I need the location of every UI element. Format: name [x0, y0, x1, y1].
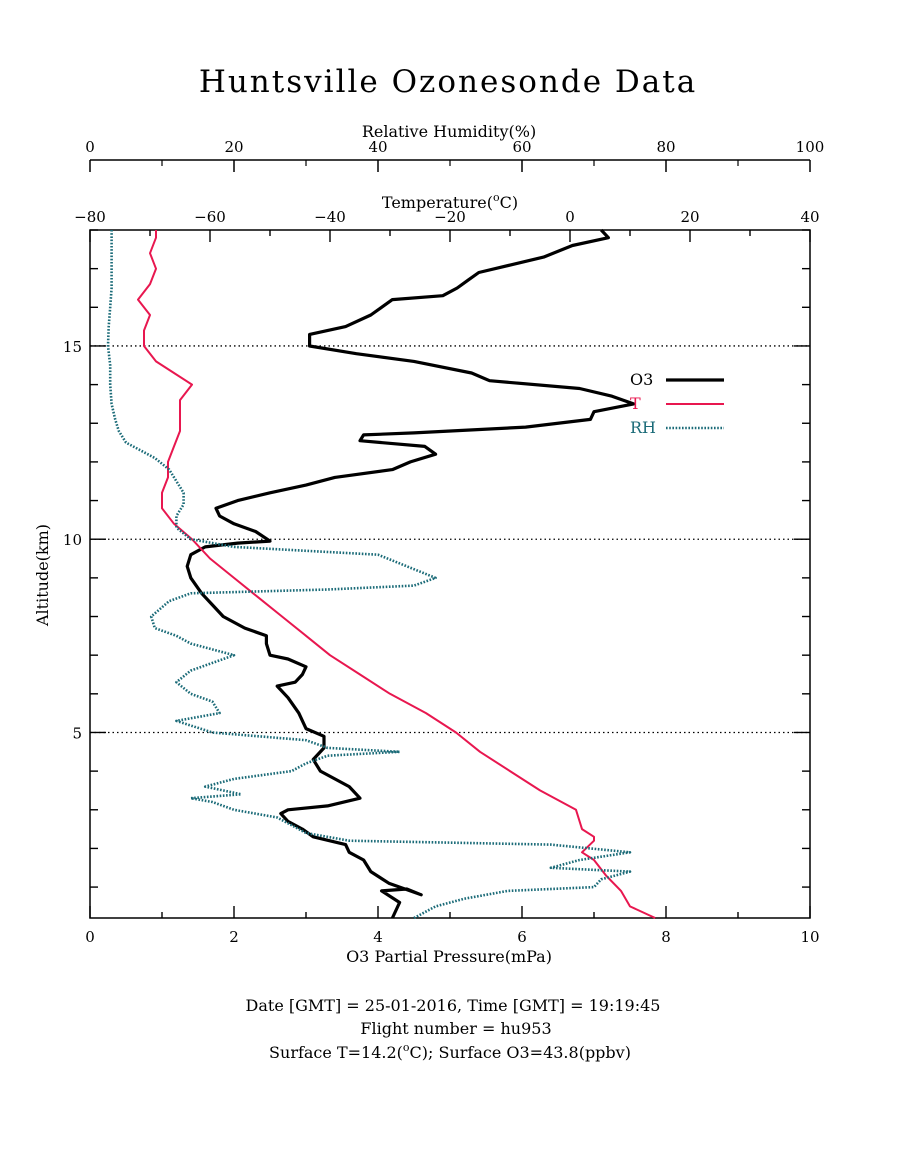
temperature-axis: −80 −60 −40 −20 0 20 40 — [74, 208, 819, 226]
temperature-tick-label: 20 — [680, 208, 699, 226]
footer-surface-values: Surface T=14.2(oC); Surface O3=43.8(ppbv… — [269, 1041, 631, 1062]
temperature-tick-label: −60 — [194, 208, 226, 226]
o3-tick-label: 2 — [229, 928, 239, 946]
legend-label-o3: O3 — [630, 370, 653, 389]
temperature-axis-label: Temperature(oC) — [382, 191, 518, 212]
humidity-tick-label: 40 — [368, 138, 387, 156]
o3-axis-label: O3 Partial Pressure(mPa) — [346, 947, 552, 966]
plot-frame — [89, 229, 811, 919]
altitude-axis-label: Altitude(km) — [33, 524, 52, 627]
legend-label-rh: RH — [630, 418, 656, 437]
footer-surface-suffix: C); Surface O3=43.8(ppbv) — [410, 1043, 631, 1062]
altitude-axis: 5 10 15 — [63, 338, 82, 743]
temperature-axis-label-prefix: Temperature( — [382, 193, 493, 212]
altitude-tick-label: 5 — [72, 724, 82, 742]
altitude-tick-label: 10 — [63, 531, 82, 549]
humidity-tick-label: 100 — [796, 138, 825, 156]
humidity-tick-label: 80 — [656, 138, 675, 156]
footer-surface-degree: o — [403, 1041, 410, 1054]
temperature-tick-label: 40 — [800, 208, 819, 226]
chart-title: Huntsville Ozonesonde Data — [199, 64, 697, 100]
o3-axis: 0 2 4 6 8 10 — [85, 928, 819, 946]
footer-surface-prefix: Surface T=14.2( — [269, 1043, 403, 1062]
footer-flight-number: Flight number = hu953 — [360, 1019, 551, 1038]
altitude-gridlines — [90, 345, 810, 734]
series-o3-line — [185, 228, 636, 919]
o3-tick-label: 6 — [517, 928, 527, 946]
temperature-tick-label: 0 — [565, 208, 575, 226]
legend: O3 T RH — [630, 370, 724, 437]
legend-label-t: T — [630, 394, 641, 413]
humidity-axis-label: Relative Humidity(%) — [362, 122, 536, 141]
humidity-axis: 0 20 40 60 80 100 — [85, 138, 824, 172]
series-rh-line — [106, 230, 632, 920]
altitude-tick-label: 15 — [63, 338, 82, 356]
humidity-tick-label: 0 — [85, 138, 95, 156]
temperature-axis-label-degree: o — [493, 191, 500, 204]
temperature-tick-label: −20 — [434, 208, 466, 226]
temperature-tick-label: −40 — [314, 208, 346, 226]
temperature-axis-label-suffix: C) — [500, 193, 518, 212]
o3-tick-label: 8 — [661, 928, 671, 946]
o3-tick-label: 4 — [373, 928, 383, 946]
plot-frame-ticks — [89, 229, 811, 918]
footer-date-time: Date [GMT] = 25-01-2016, Time [GMT] = 19… — [246, 996, 661, 1015]
o3-tick-label: 10 — [800, 928, 819, 946]
temperature-tick-label: −80 — [74, 208, 106, 226]
humidity-tick-label: 20 — [224, 138, 243, 156]
humidity-tick-label: 60 — [512, 138, 531, 156]
series-t-line — [137, 230, 656, 919]
series-layer — [106, 228, 656, 920]
o3-tick-label: 0 — [85, 928, 95, 946]
